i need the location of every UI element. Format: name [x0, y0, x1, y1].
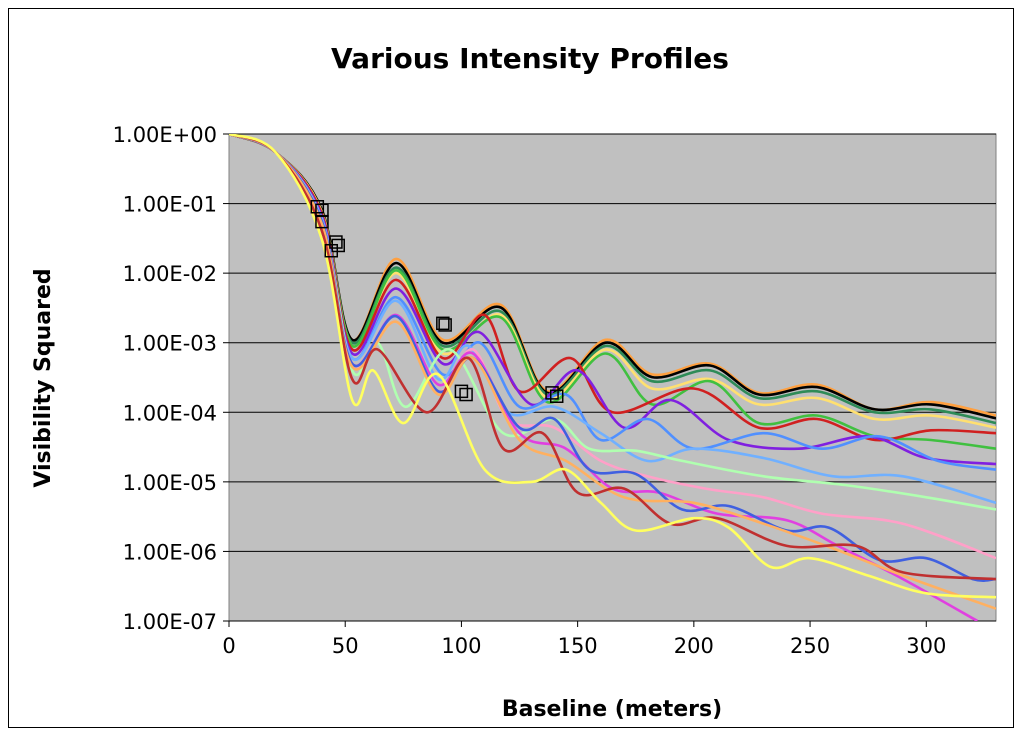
data-marker	[310, 200, 325, 214]
plot-area	[228, 133, 997, 622]
x-axis-title: Baseline (meters)	[502, 697, 722, 722]
x-tick-label: 100	[441, 634, 481, 658]
y-tick-label: 1.00E+00	[113, 123, 217, 147]
y-axis-title: Visibility Squared	[31, 268, 56, 487]
y-tick-label: 1.00E-03	[123, 332, 217, 356]
data-marker	[436, 316, 450, 331]
marker-layer	[310, 200, 564, 404]
chart-title: Various Intensity Profiles	[331, 42, 729, 75]
x-tick-label: 0	[222, 634, 235, 658]
y-tick-label: 1.00E-06	[123, 540, 217, 564]
data-marker	[545, 386, 559, 400]
y-tick-label: 1.00E-07	[123, 610, 217, 634]
data-marker	[454, 384, 469, 399]
data-marker	[438, 318, 452, 332]
x-tick-label: 50	[332, 634, 359, 658]
series-layer	[229, 134, 996, 621]
x-tick-label: 250	[790, 634, 830, 658]
x-axis-ticks: 0 50 100 150 200 250 300	[222, 621, 946, 658]
y-tick-label: 1.00E-02	[123, 262, 217, 286]
data-marker	[459, 387, 473, 402]
y-tick-label: 1.00E-05	[123, 471, 217, 495]
data-marker	[549, 389, 564, 404]
x-tick-label: 150	[558, 634, 598, 658]
y-tick-label: 1.00E-04	[123, 401, 217, 425]
x-tick-label: 300	[906, 634, 946, 658]
plot-clip-region	[229, 134, 996, 621]
series-line-15	[229, 134, 996, 581]
y-tick-label: 1.00E-01	[123, 193, 217, 217]
data-marker	[315, 214, 329, 229]
data-marker	[324, 243, 339, 258]
y-axis-ticks: 1.00E+00 1.00E-01 1.00E-02 1.00E-03 1.00E-04…	[113, 123, 229, 634]
data-marker	[329, 235, 343, 249]
series-line-16	[229, 134, 996, 599]
x-tick-label: 200	[674, 634, 714, 658]
